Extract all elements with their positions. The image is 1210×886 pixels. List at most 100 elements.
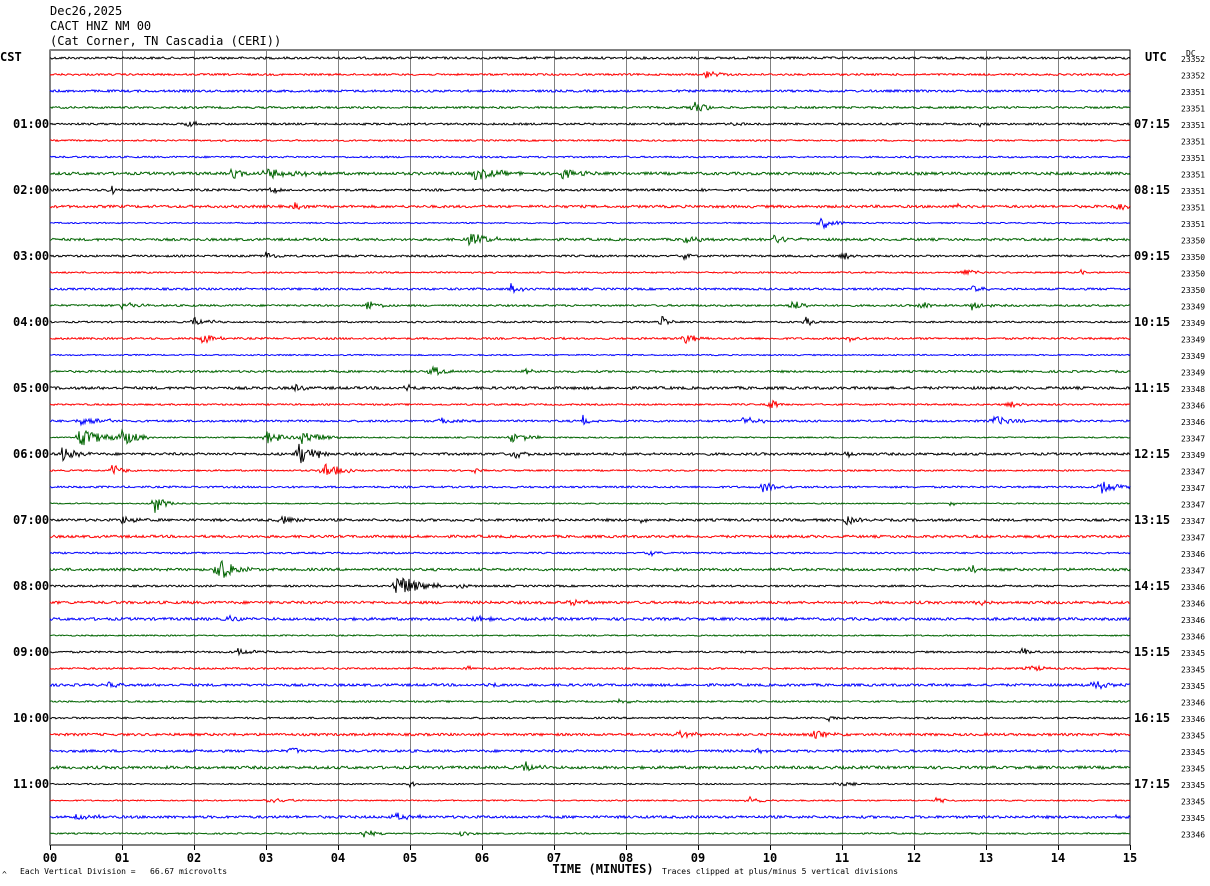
trace-row <box>49 167 1131 180</box>
left-hour-label: 10:00 <box>13 711 49 725</box>
left-hour-label: 03:00 <box>13 249 49 263</box>
dc-offset-value: 23350 <box>1181 253 1205 262</box>
trace-row <box>49 185 1131 196</box>
trace-row <box>49 761 1131 772</box>
dc-offset-value: 23346 <box>1181 715 1205 724</box>
x-tick-label: 14 <box>1051 851 1065 865</box>
trace-row <box>50 646 1131 657</box>
trace-row <box>49 70 1131 79</box>
right-hour-label: 13:15 <box>1134 513 1170 527</box>
dc-offset-value: 23345 <box>1181 765 1205 774</box>
plot-grid <box>49 49 1131 850</box>
dc-offset-value: 23345 <box>1181 682 1205 691</box>
dc-offset-value: 23351 <box>1181 220 1205 229</box>
right-hour-label: 09:15 <box>1134 249 1170 263</box>
trace-row <box>49 414 1131 427</box>
dc-offset-header: DC <box>1186 49 1196 58</box>
trace-row <box>49 120 1131 128</box>
x-tick-label: 04 <box>331 851 345 865</box>
dc-offset-value: 23349 <box>1181 352 1205 361</box>
trace-row <box>49 399 1131 410</box>
x-tick-label: 13 <box>979 851 993 865</box>
trace-row <box>49 550 1131 558</box>
right-hour-label: 12:15 <box>1134 447 1170 461</box>
clip-note: Traces clipped at plus/minus 5 vertical … <box>662 867 899 876</box>
trace-row <box>49 251 1131 262</box>
x-tick-label: 12 <box>907 851 921 865</box>
right-hour-label: 07:15 <box>1134 117 1170 131</box>
dc-offset-value: 23346 <box>1181 418 1205 427</box>
scale-marker: ^ <box>2 870 7 879</box>
header-location: (Cat Corner, TN Cascadia (CERI)) <box>50 34 282 48</box>
trace-row <box>49 365 1131 377</box>
dc-offset-value: 23345 <box>1181 781 1205 790</box>
trace-row <box>49 559 1131 578</box>
trace-group <box>49 55 1131 838</box>
dc-offset-value: 23351 <box>1181 204 1205 213</box>
left-hour-label: 04:00 <box>13 315 49 329</box>
right-timezone-label: UTC <box>1145 50 1167 64</box>
trace-row <box>49 155 1131 159</box>
x-tick-label: 03 <box>259 851 273 865</box>
left-hour-label: 06:00 <box>13 447 49 461</box>
trace-row <box>49 811 1131 821</box>
right-hour-label: 10:15 <box>1134 315 1170 329</box>
trace-row <box>49 55 1131 61</box>
trace-row <box>49 781 1131 789</box>
trace-row <box>49 680 1131 691</box>
dc-offset-value: 23346 <box>1181 583 1205 592</box>
trace-row <box>49 283 1131 295</box>
x-tick-label: 05 <box>403 851 417 865</box>
trace-row <box>49 747 1131 755</box>
dc-offset-value: 23352 <box>1181 55 1205 64</box>
dc-offset-value: 23347 <box>1181 567 1205 576</box>
dc-offset-value: 23349 <box>1181 319 1205 328</box>
dc-offset-value: 23345 <box>1181 666 1205 675</box>
plot-frame <box>49 49 1131 846</box>
dc-offset-value: 23350 <box>1181 270 1205 279</box>
dc-offset-value: 23349 <box>1181 369 1205 378</box>
dc-offset-value: 23347 <box>1181 435 1205 444</box>
dc-offset-value: 23346 <box>1181 600 1205 609</box>
dc-offset-value: 23347 <box>1181 534 1205 543</box>
trace-row <box>50 315 1131 327</box>
x-tick-label: 02 <box>187 851 201 865</box>
dc-offset-value: 23351 <box>1181 154 1205 163</box>
dc-offset-value: 23346 <box>1181 550 1205 559</box>
dc-offset-value: 23350 <box>1181 237 1205 246</box>
scale-note: Each Vertical Division = 66.67 microvolt… <box>20 867 228 876</box>
right-hour-labels: 07:15 08:15 09:15 10:15 11:15 12:15 13:15 14:15… <box>1134 117 1170 791</box>
trace-row <box>49 233 1131 247</box>
dc-offset-value: 23349 <box>1181 451 1205 460</box>
dc-offset-value: 23346 <box>1181 616 1205 625</box>
right-hour-label: 14:15 <box>1134 579 1170 593</box>
trace-row <box>49 428 1131 446</box>
left-hour-label: 02:00 <box>13 183 49 197</box>
dc-offset-value: 23346 <box>1181 831 1205 840</box>
left-hour-label: 11:00 <box>13 777 49 791</box>
trace-row <box>49 697 1131 704</box>
dc-offset-value: 23351 <box>1181 138 1205 147</box>
dc-offset-value: 23346 <box>1181 402 1205 411</box>
left-hour-label: 09:00 <box>13 645 49 659</box>
trace-row <box>49 217 1131 230</box>
left-hour-label: 08:00 <box>13 579 49 593</box>
x-tick-label: 00 <box>43 851 57 865</box>
x-tick-label: 10 <box>763 851 777 865</box>
trace-row <box>49 716 1131 723</box>
left-hour-label: 01:00 <box>13 117 49 131</box>
trace-row <box>49 335 1131 345</box>
x-tick-label: 11 <box>835 851 849 865</box>
dc-offset-value: 23347 <box>1181 468 1205 477</box>
x-tick-label: 07 <box>547 851 561 865</box>
right-hour-label: 17:15 <box>1134 777 1170 791</box>
dc-offset-value: 23347 <box>1181 517 1205 526</box>
x-tick-label: 06 <box>475 851 489 865</box>
trace-row <box>49 481 1131 494</box>
trace-row <box>49 633 1131 637</box>
trace-row <box>49 138 1131 143</box>
dc-offset-value: 23351 <box>1181 171 1205 180</box>
dc-offset-labels: 23352 23352 23351 23351 23351 23351 23351 23351… <box>1181 55 1205 840</box>
left-timezone-label: CST <box>0 50 22 64</box>
